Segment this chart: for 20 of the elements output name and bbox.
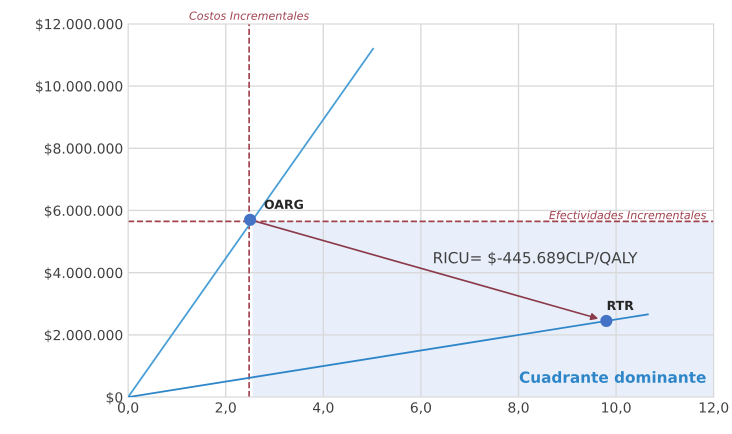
x-tick-label: 12,0	[700, 402, 728, 414]
x-tick-label: 4,0	[312, 402, 334, 414]
x-tick-label: 2,0	[216, 402, 236, 414]
x-tick-label: 10,0	[602, 402, 631, 414]
x-tick-label: 6,0	[410, 402, 432, 414]
band-label: Cuadrante dominante	[520, 371, 706, 383]
y-tick-label: $8.000.000	[44, 143, 122, 156]
y-tick-label: $12.000.000	[36, 18, 122, 32]
ref-line-label: Efectividades Incrementales	[549, 210, 706, 220]
x-tick-label: 8,0	[508, 402, 529, 414]
x-tick-label: 0,0	[118, 402, 138, 414]
annotation: RICU= $-445.689CLP/QALY	[434, 252, 638, 266]
y-tick-label: $2.000.000	[44, 330, 122, 342]
annotation: RTR	[608, 300, 634, 310]
y-tick-label: $10.000.000	[36, 80, 122, 94]
ref-line-label: Costos Incrementales	[189, 11, 310, 20]
annotation: OARG	[264, 200, 303, 210]
y-tick-label: $6.000.000	[44, 205, 122, 218]
y-tick-label: $0	[106, 392, 122, 404]
y-tick-label: $4.000.000	[44, 267, 122, 280]
